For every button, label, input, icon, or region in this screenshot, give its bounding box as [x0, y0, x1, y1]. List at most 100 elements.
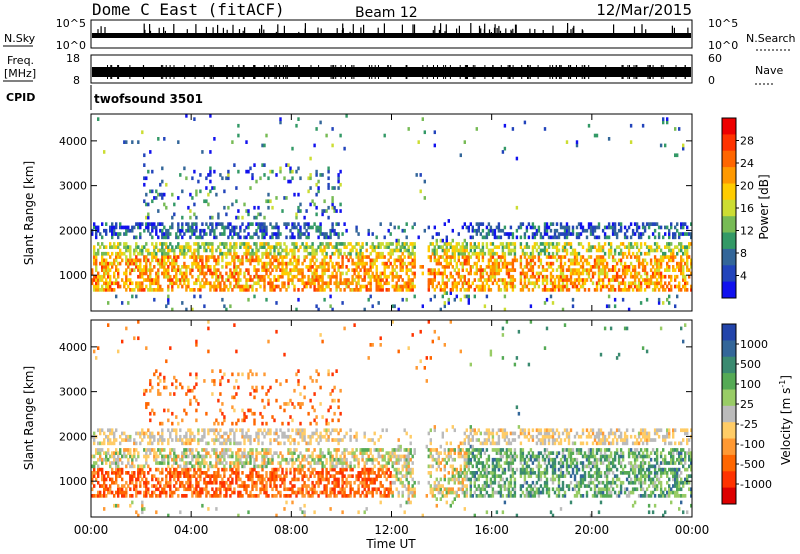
heatmap-cell	[435, 232, 438, 236]
heatmap-cell	[473, 278, 476, 282]
heatmap-cell	[485, 232, 489, 236]
heatmap-cell	[93, 454, 96, 459]
heatmap-cell	[373, 278, 376, 282]
heatmap-cell	[397, 278, 400, 282]
heatmap-cell	[633, 274, 637, 279]
heatmap-cell	[441, 245, 444, 249]
heatmap-cell	[631, 281, 635, 286]
heatmap-cell	[631, 268, 635, 272]
heatmap-cell	[245, 251, 248, 256]
heatmap-cell	[507, 281, 511, 286]
heatmap-cell	[163, 261, 166, 266]
heatmap-cell	[213, 441, 216, 446]
heatmap-cell	[267, 245, 270, 249]
heatmap-cell	[269, 477, 272, 482]
heatmap-cell	[307, 251, 310, 256]
heatmap-cell	[359, 268, 362, 272]
heatmap-cell	[672, 248, 675, 253]
heatmap-cell	[557, 242, 561, 246]
heatmap-cell	[181, 471, 184, 475]
heatmap-cell	[443, 271, 446, 276]
heatmap-cell	[159, 471, 162, 475]
heatmap-cell	[565, 288, 569, 292]
heatmap-cell	[469, 284, 472, 289]
heatmap-cell	[393, 304, 396, 309]
heatmap-cell	[241, 431, 244, 436]
heatmap-cell	[395, 258, 398, 263]
heatmap-cell	[543, 278, 547, 282]
heatmap-cell	[427, 255, 430, 259]
heatmap-cell	[365, 248, 368, 253]
heatmap-cell	[365, 271, 368, 276]
heatmap-cell	[601, 255, 605, 259]
heatmap-cell	[607, 288, 611, 292]
heatmap-cell	[225, 307, 228, 312]
heatmap-cell	[311, 281, 314, 286]
heatmap-cell	[145, 258, 148, 263]
heatmap-cell	[511, 248, 515, 253]
heatmap-cell	[427, 271, 430, 276]
heatmap-cell	[569, 258, 573, 263]
heatmap-cell	[503, 146, 507, 151]
heatmap-cell	[409, 251, 412, 256]
heatmap-cell	[355, 251, 358, 256]
heatmap-cell	[495, 251, 499, 256]
heatmap-cell	[579, 284, 583, 289]
heatmap-cell	[611, 258, 615, 263]
heatmap-cell	[684, 288, 687, 292]
heatmap-cell	[247, 372, 250, 377]
heatmap-cell	[103, 438, 106, 442]
heatmap-cell	[269, 265, 272, 269]
heatmap-cell	[491, 261, 495, 266]
heatmap-cell	[291, 248, 294, 253]
heatmap-cell	[183, 454, 186, 459]
heatmap-cell	[105, 268, 108, 272]
heatmap-cell	[261, 480, 264, 485]
heatmap-cell	[139, 467, 142, 472]
heatmap-cell	[555, 248, 559, 253]
heatmap-cell	[119, 248, 122, 253]
heatmap-cell	[151, 225, 154, 230]
heatmap-cell	[93, 471, 96, 475]
heatmap-cell	[411, 265, 414, 269]
heatmap-cell	[555, 222, 559, 226]
heatmap-cell	[261, 222, 264, 226]
heatmap-cell	[163, 461, 166, 465]
heatmap-cell	[221, 288, 224, 292]
heatmap-cell	[227, 288, 230, 292]
heatmap-cell	[543, 228, 547, 233]
heatmap-cell	[631, 228, 635, 233]
freq-spike	[226, 65, 228, 79]
velocity-heatmap	[91, 320, 693, 518]
heatmap-cell	[245, 457, 248, 462]
heatmap-cell	[109, 288, 112, 292]
heatmap-cell	[137, 336, 140, 341]
heatmap-cell	[189, 434, 192, 439]
heatmap-cell	[123, 271, 126, 276]
heatmap-cell	[659, 258, 663, 263]
heatmap-cell	[379, 271, 382, 276]
heatmap-cell	[575, 258, 579, 263]
heatmap-cell	[225, 255, 228, 259]
heatmap-cell	[309, 265, 312, 269]
heatmap-cell	[411, 271, 414, 276]
heatmap-cell	[575, 278, 579, 282]
heatmap-cell	[385, 242, 388, 246]
heatmap-cell	[583, 278, 587, 282]
heatmap-cell	[283, 431, 286, 436]
heatmap-cell	[467, 288, 470, 292]
heatmap-cell	[227, 438, 230, 442]
heatmap-cell	[191, 457, 194, 462]
heatmap-cell	[411, 278, 414, 282]
heatmap-cell	[201, 434, 204, 439]
heatmap-cell	[327, 274, 330, 279]
heatmap-cell	[321, 212, 324, 217]
heatmap-cell	[273, 288, 276, 292]
heatmap-cell	[199, 438, 202, 442]
heatmap-cell	[177, 471, 180, 475]
colorbar-swatch	[722, 134, 736, 152]
heatmap-cell	[619, 258, 623, 263]
heatmap-cell	[303, 222, 306, 226]
freq-spike	[635, 65, 637, 79]
heatmap-cell	[241, 222, 244, 226]
